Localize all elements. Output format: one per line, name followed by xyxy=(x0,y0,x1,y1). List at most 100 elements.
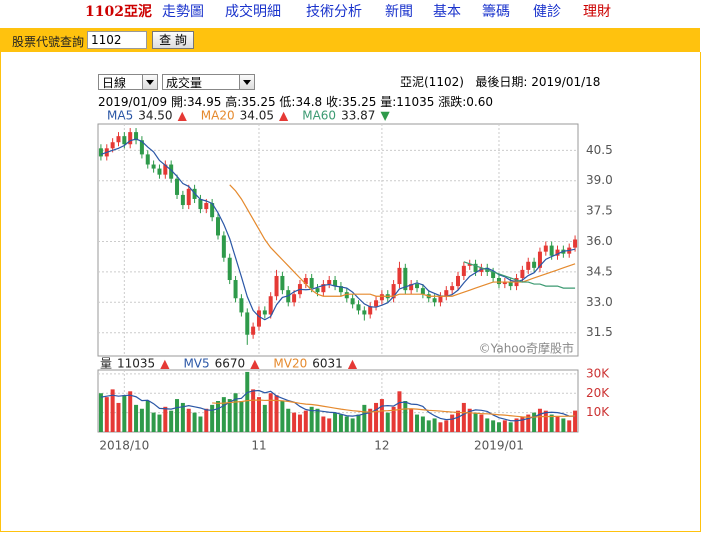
candle-body xyxy=(502,282,507,285)
volume-bar xyxy=(549,414,554,432)
candle-body xyxy=(496,277,501,285)
volume-bar xyxy=(233,393,238,432)
candle-body xyxy=(467,263,472,266)
legend-name: MV20 xyxy=(273,357,307,371)
nav-link[interactable]: 籌碼 xyxy=(482,4,510,20)
search-bar: 股票代號查詢 1102 查 詢 xyxy=(0,28,700,52)
volume-bar xyxy=(286,408,291,432)
ma-line xyxy=(229,184,576,297)
volume-bar xyxy=(526,414,531,432)
candle-body xyxy=(450,286,455,291)
nav-link[interactable]: 基本 xyxy=(433,4,461,20)
candle-body xyxy=(186,188,191,206)
volume-bar xyxy=(543,410,548,432)
volume-bar xyxy=(116,402,121,432)
volume-bar xyxy=(479,414,484,432)
legend-value: 33.87 xyxy=(341,109,375,123)
volume-bar xyxy=(327,418,332,432)
candle-body xyxy=(333,280,338,287)
volume-bar xyxy=(467,408,472,432)
legend-trend: ▲ xyxy=(250,357,260,371)
candle-body xyxy=(122,136,127,145)
candle-body xyxy=(110,142,115,149)
volume-bar xyxy=(139,408,144,432)
legend-name: MA5 xyxy=(107,109,133,123)
legend-value: 6031 xyxy=(312,357,343,371)
candle-body xyxy=(362,310,367,315)
volume-bar xyxy=(180,402,185,432)
period-value: 日線 xyxy=(102,76,127,90)
indicator-select[interactable]: 成交量 xyxy=(162,74,255,90)
y2-tick-label: 10K xyxy=(586,405,610,419)
volume-bar xyxy=(338,414,343,432)
ma-line xyxy=(463,261,576,289)
volume-bar xyxy=(297,414,302,432)
candle-body xyxy=(520,269,525,278)
last-date: 2019/01/18 xyxy=(531,75,601,89)
volume-bar xyxy=(409,408,414,432)
candle-body xyxy=(180,194,185,206)
legend-value: 34.50 xyxy=(138,109,172,123)
search-input[interactable]: 1102 xyxy=(87,31,147,49)
nav-link[interactable]: 技術分析 xyxy=(306,4,362,20)
volume-bar xyxy=(157,414,162,432)
stock-link[interactable]: 1102亞泥 xyxy=(85,4,152,20)
info-line: 2019/01/09 開:34.95 高:35.25 低:34.8 收:35.2… xyxy=(98,95,493,109)
nav-link[interactable]: 走勢圖 xyxy=(162,4,204,20)
volume-bar xyxy=(496,422,501,432)
candle-body xyxy=(151,164,156,169)
volume-bar xyxy=(303,410,308,432)
candle-body xyxy=(98,148,103,157)
candle-body xyxy=(379,294,384,301)
candle-body xyxy=(543,245,548,252)
candle-body xyxy=(239,298,244,313)
nav-link[interactable]: 成交明細 xyxy=(225,4,281,20)
nav-link[interactable]: 健診 xyxy=(533,4,561,20)
candle-body xyxy=(128,132,133,145)
candle-body xyxy=(350,298,355,305)
legend-name: MV5 xyxy=(183,357,209,371)
last-date-label: 最後日期: xyxy=(475,75,528,89)
candle-body xyxy=(204,203,209,210)
legend-trend: ▼ xyxy=(380,109,390,123)
legend-value: 11035 xyxy=(117,357,155,371)
search-button[interactable]: 查 詢 xyxy=(152,31,194,49)
volume-bar xyxy=(192,412,197,432)
period-select[interactable]: 日線 xyxy=(98,74,158,90)
price-frame xyxy=(97,123,579,357)
x-tick-label: 2018/10 xyxy=(99,439,149,453)
candle-body xyxy=(280,275,285,291)
volume-bar xyxy=(415,414,420,432)
legend-value: 34.05 xyxy=(240,109,274,123)
candle-body xyxy=(198,198,203,210)
candle-body xyxy=(391,284,396,299)
candle-body xyxy=(461,265,466,276)
volume-bar xyxy=(532,412,537,432)
candle-body xyxy=(315,288,320,293)
volume-bar xyxy=(274,395,279,432)
y-tick-label: 36.0 xyxy=(586,234,613,248)
nav-link[interactable]: 新聞 xyxy=(385,4,413,20)
volume-bar xyxy=(374,402,379,432)
candle-body xyxy=(549,245,554,256)
volume-bar xyxy=(537,408,542,432)
y-tick-label: 37.5 xyxy=(586,204,613,218)
volume-bar xyxy=(163,406,168,432)
legend-trend: ▲ xyxy=(348,357,358,371)
candle-body xyxy=(116,136,121,143)
legend-value: 6670 xyxy=(215,357,246,371)
nav-link[interactable]: 理財 xyxy=(583,4,611,20)
volume-bar xyxy=(210,404,215,432)
candle-body xyxy=(163,164,168,175)
volume-bar xyxy=(426,420,431,432)
legend-trend: ▲ xyxy=(178,109,188,123)
mv-line xyxy=(100,389,576,422)
legend-trend: ▲ xyxy=(279,109,289,123)
candle-body xyxy=(303,277,308,285)
candle-body xyxy=(344,292,349,299)
candle-body xyxy=(145,154,150,165)
candle-body xyxy=(338,286,343,293)
candle-body xyxy=(403,267,408,291)
volume-bar xyxy=(227,399,232,432)
volume-bar xyxy=(432,418,437,432)
